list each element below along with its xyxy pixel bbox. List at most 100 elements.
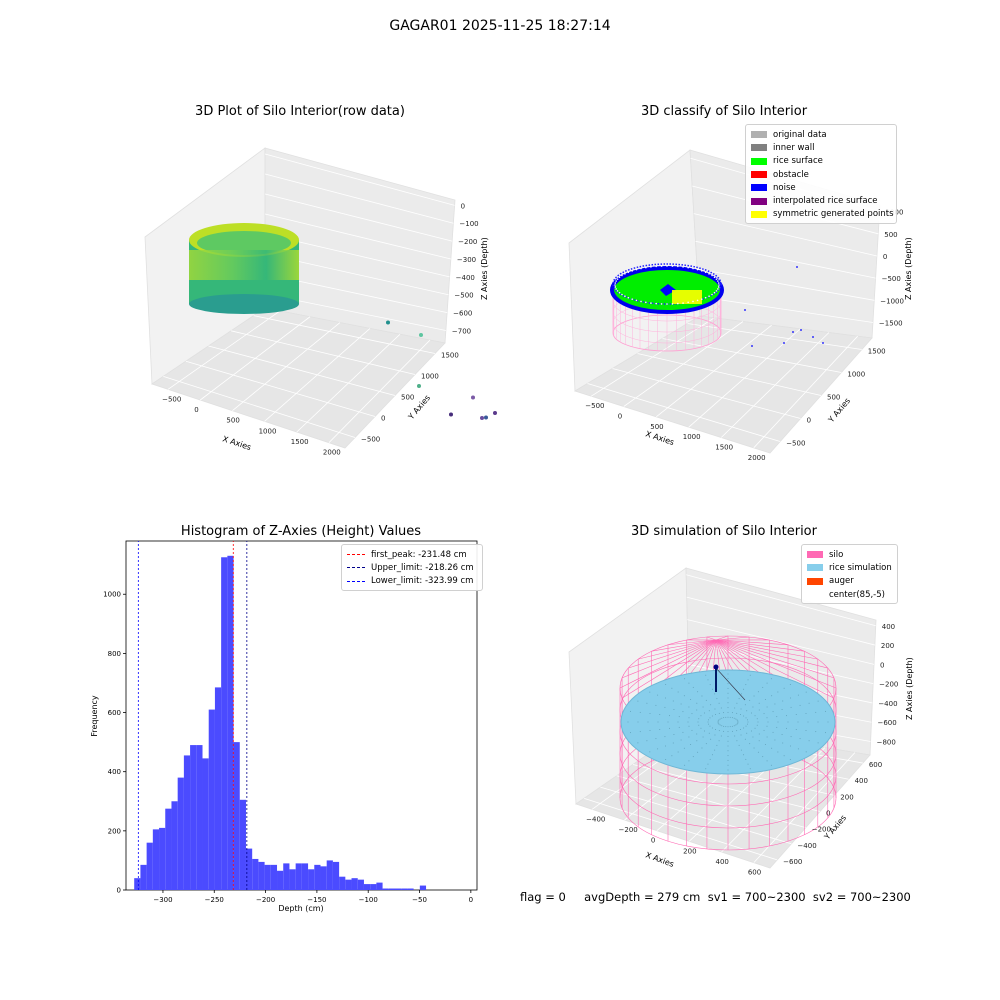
hist-x-tick: −300	[153, 896, 172, 904]
histogram-bar	[326, 860, 333, 890]
hist-y-tick: 0	[117, 887, 121, 895]
legend-label: Lower_limit: -323.99 cm	[371, 576, 474, 587]
histogram-bar	[239, 799, 246, 890]
p4-z-tick: 200	[881, 642, 894, 650]
histogram-bar	[152, 829, 160, 890]
histogram-bar	[314, 864, 321, 890]
legend-swatch	[807, 577, 823, 585]
histogram-bar	[407, 888, 414, 890]
p4-y-tick: 0	[826, 810, 830, 818]
p1-y-tick: 0	[381, 415, 385, 423]
legend-entry: inner wall	[751, 141, 891, 154]
p1-z-tick: −700	[452, 327, 471, 335]
legend-entry: Lower_limit: -323.99 cm	[347, 575, 477, 588]
p4-x-tick: −400	[586, 815, 605, 823]
histogram-bar	[233, 742, 240, 890]
p2-x-tick: 1500	[715, 444, 733, 452]
legend-label: rice simulation	[829, 562, 892, 573]
hist-y-tick: 600	[108, 709, 121, 717]
auger	[713, 664, 746, 701]
legend-label: interpolated rice surface	[773, 196, 878, 207]
p4-y-tick: −600	[783, 858, 802, 866]
panel3-title: Histogram of Z-Axies (Height) Values	[180, 524, 422, 539]
raw-point	[386, 320, 390, 325]
histogram-bar	[134, 878, 141, 890]
p1-z-tick: 0	[461, 202, 465, 210]
histogram-bar	[196, 745, 203, 890]
p4-x-label: X Axies	[644, 850, 675, 869]
hist-x-tick: −150	[307, 896, 326, 904]
histogram-bar	[165, 808, 172, 890]
legend-line-sample	[347, 554, 365, 556]
histogram-bar	[357, 879, 364, 890]
p4-x-tick: 200	[683, 847, 696, 855]
p4-y-tick: 200	[840, 793, 853, 801]
noise-point	[744, 309, 746, 311]
hist-x-tick: −100	[359, 896, 378, 904]
histogram-bar	[320, 866, 327, 890]
p1-x-label: X Axies	[221, 434, 252, 452]
histogram-bar	[351, 878, 358, 890]
p4-x-tick: 600	[748, 869, 761, 877]
p2-x-tick: 2000	[748, 454, 766, 462]
p1-z-tick: −300	[457, 256, 476, 264]
hist-y-tick: 400	[108, 768, 121, 776]
legend-label: silo	[829, 549, 844, 560]
legend-entry: symmetric generated points	[751, 208, 894, 221]
panel1-title: 3D Plot of Silo Interior(row data)	[195, 104, 405, 119]
histogram-bar	[221, 557, 228, 890]
p1-z-tick: −600	[453, 310, 472, 318]
p1-z-tick: −200	[458, 238, 477, 246]
p1-y-label: Y Axies	[406, 393, 432, 422]
raw-point	[417, 384, 421, 388]
histogram-bar	[183, 755, 191, 890]
panel2-title: 3D classify of Silo Interior	[640, 104, 808, 119]
histogram-bar	[159, 827, 166, 890]
p1-x-tick: −500	[162, 395, 181, 403]
legend-swatch	[751, 184, 767, 192]
histogram-bar	[227, 555, 234, 890]
legend-entry: auger	[807, 575, 892, 588]
legend-label: obstacle	[773, 169, 809, 180]
p1-x-tick: 1500	[291, 438, 309, 446]
noise-point	[792, 331, 794, 333]
legend-label: symmetric generated points	[773, 209, 894, 220]
legend-line-sample	[347, 567, 365, 569]
p2-y-tick: 500	[827, 394, 840, 402]
p1-x-tick: 2000	[323, 449, 341, 457]
histogram-bar	[370, 884, 377, 890]
histogram-bar	[332, 861, 340, 890]
hist-y-tick: 1000	[103, 591, 121, 599]
p2-x-tick: 0	[618, 413, 622, 421]
p4-y-tick: 400	[855, 777, 868, 785]
p1-x-tick: 1000	[259, 427, 277, 435]
p2-x-label: X Axies	[644, 429, 675, 447]
p1-z-tick: −500	[454, 292, 473, 300]
histogram-bar	[202, 758, 209, 890]
p2-z-tick: −1500	[879, 319, 903, 327]
p2-z-tick: 0	[883, 253, 887, 261]
legend-swatch	[807, 564, 823, 572]
figure-suptitle: GAGAR01 2025-11-25 18:27:14	[389, 18, 611, 34]
legend-entry: noise	[751, 181, 891, 194]
silo-wireframe	[619, 635, 837, 851]
legend-entry: Upper_limit: -218.26 cm	[347, 561, 477, 574]
legend-swatch	[751, 210, 767, 218]
hist-y-label: Frequency	[90, 695, 99, 737]
histogram-bar	[177, 777, 184, 890]
p4-y-label: Y Axies	[822, 813, 848, 842]
histogram-bar	[419, 885, 427, 890]
legend-swatch	[807, 591, 823, 598]
p2-z-tick: −1000	[880, 297, 904, 305]
p2-y-tick: 1500	[868, 348, 886, 356]
legend-swatch	[751, 197, 767, 205]
legend-entry: obstacle	[751, 168, 891, 181]
histogram-bar	[214, 687, 222, 890]
legend-label: original data	[773, 129, 827, 140]
legend-label: rice surface	[773, 156, 823, 167]
noise-point	[822, 342, 824, 344]
raw-point	[480, 416, 484, 420]
p1-z-tick: −100	[459, 220, 478, 228]
hist-x-tick: −50	[412, 896, 427, 904]
p4-z-tick: 400	[882, 623, 895, 631]
